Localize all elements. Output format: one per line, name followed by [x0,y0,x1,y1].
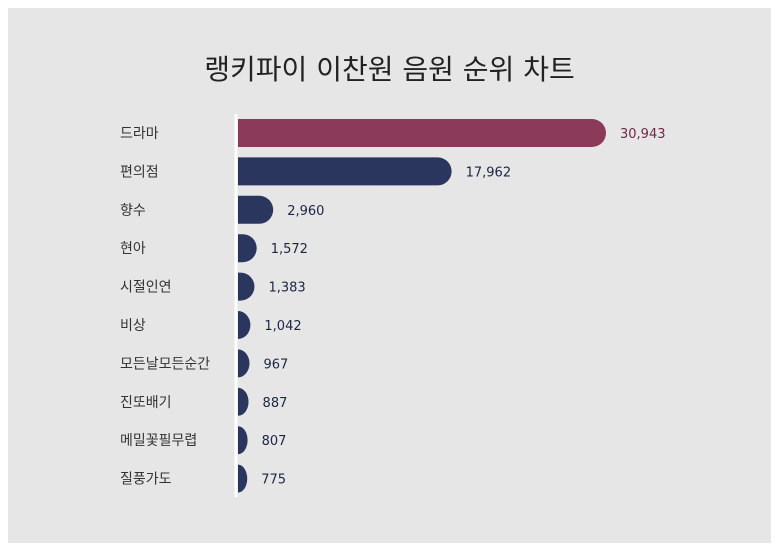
bar [238,234,257,263]
bar [238,387,249,416]
chart-card [8,8,771,543]
value-label: 30,943 [620,127,666,142]
category-label: 향수 [120,203,146,219]
category-label: 진또배기 [120,395,172,411]
value-label: 1,042 [264,319,301,334]
value-label: 1,572 [271,242,308,257]
value-label: 17,962 [466,165,512,180]
bar [238,272,255,301]
value-label: 775 [261,473,286,488]
category-label: 드라마 [120,126,159,142]
category-label: 현아 [120,241,146,257]
chart-title: 랭키파이 이찬원 음원 순위 차트 [204,53,575,86]
category-label: 편의점 [120,164,159,180]
bar [238,119,606,147]
value-label: 887 [263,396,288,411]
value-label: 2,960 [287,204,324,219]
bar [238,195,274,224]
category-label: 비상 [120,318,146,334]
value-label: 967 [264,357,289,372]
category-label: 시절인연 [120,280,172,296]
category-label: 메밀꽃필무렵 [120,433,197,449]
bar [238,349,250,378]
bar [238,464,248,493]
category-label: 모든날모든순간 [120,356,210,372]
bar [238,311,251,339]
bar [238,426,248,455]
value-label: 807 [262,434,287,449]
value-label: 1,383 [268,281,305,296]
category-label: 질풍가도 [120,472,172,488]
bar [238,157,452,186]
